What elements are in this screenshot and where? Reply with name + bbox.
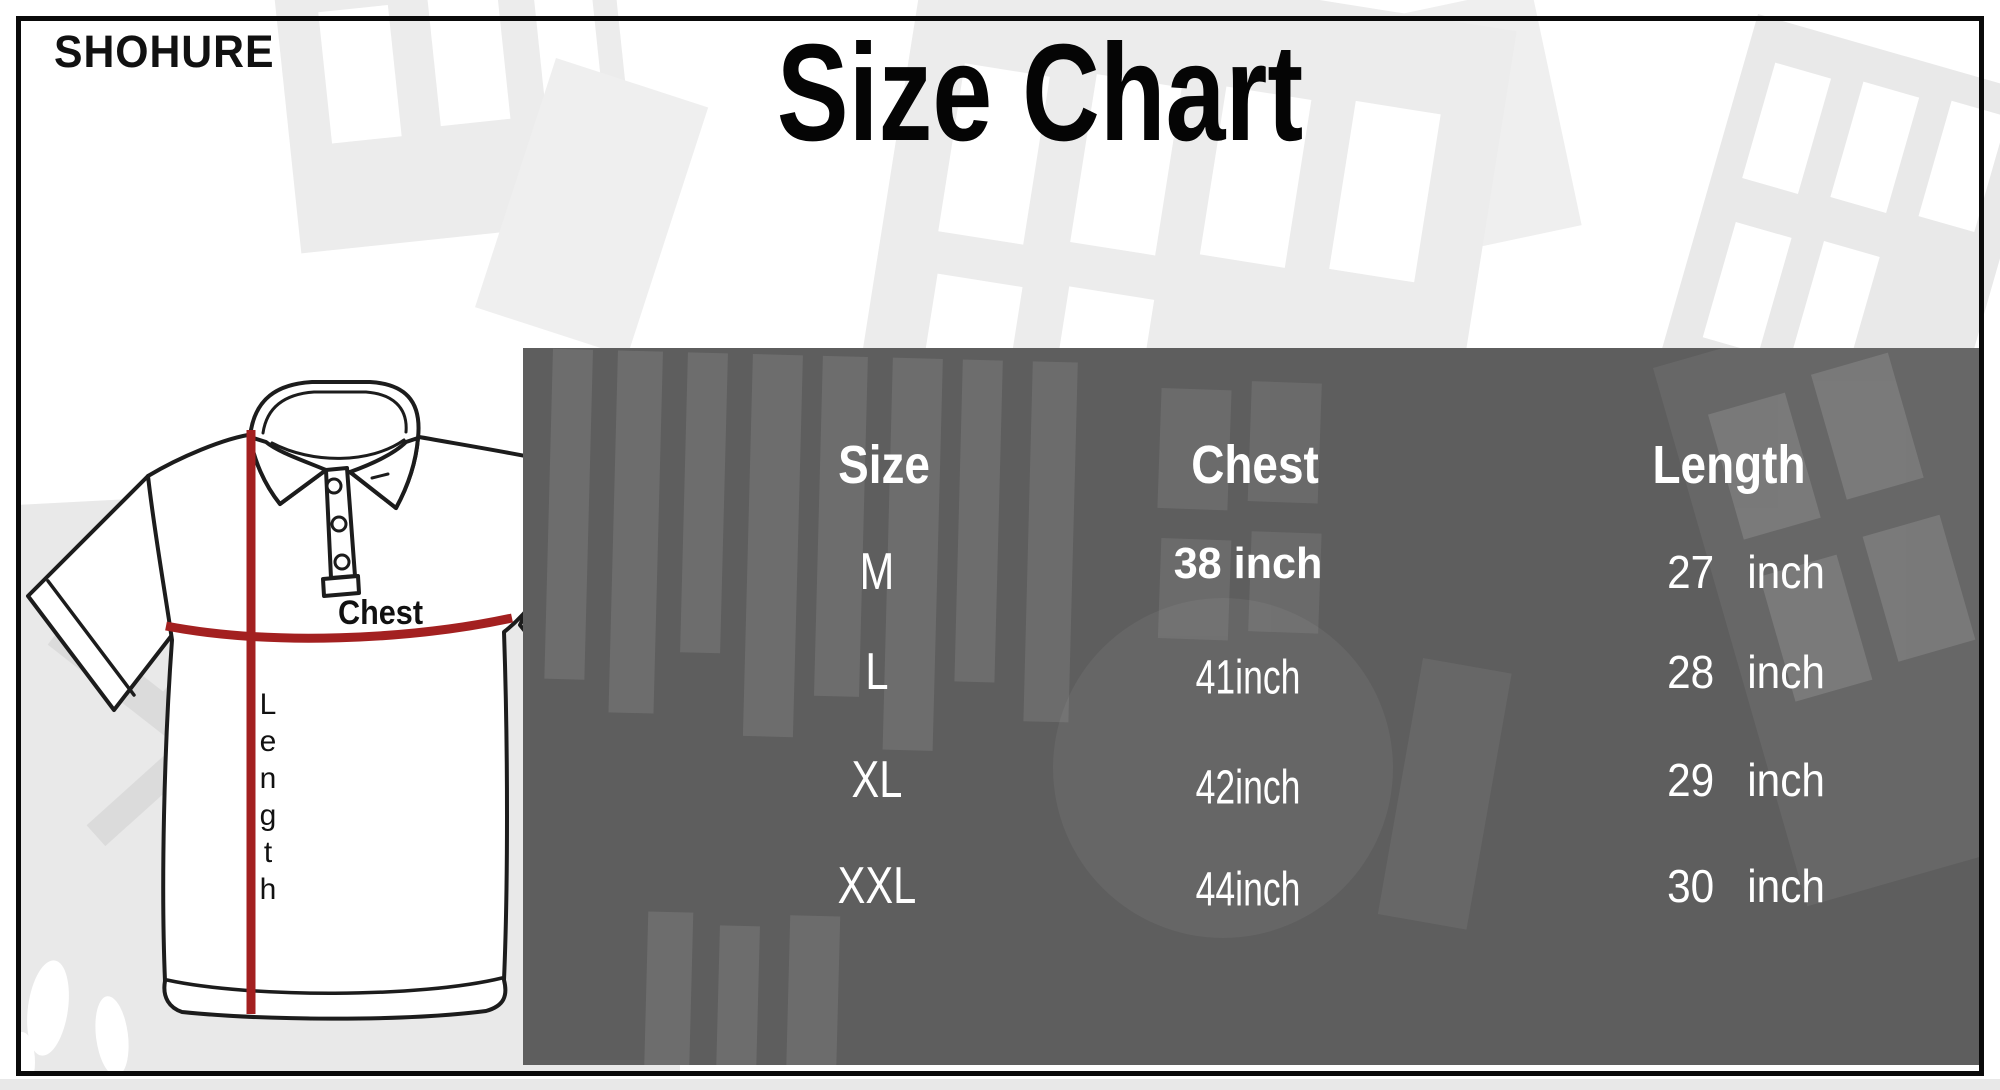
size-cell-l: L [865, 643, 889, 701]
hem-line [165, 976, 504, 996]
length-cell-m: 27 inch [1667, 545, 1825, 599]
column-header-chest: Chest [1191, 435, 1320, 495]
length-letter: t [263, 836, 273, 869]
chest-cell-m: 38 inch [1173, 539, 1323, 588]
length-cell-xl: 29 inch [1667, 753, 1825, 807]
placket-tab [321, 574, 361, 598]
column-header-length: Length [1652, 435, 1806, 495]
button-3 [333, 553, 351, 571]
length-value: 27 [1667, 546, 1715, 598]
length-letter: g [259, 799, 277, 832]
length-cell-xxl: 30 inch [1667, 859, 1825, 913]
chest-measure-label: Chest [338, 594, 424, 632]
chest-measure-line [165, 613, 513, 643]
length-measure-label: L e n g t h [250, 686, 286, 908]
length-letter: L [259, 688, 277, 721]
length-letter: n [259, 762, 277, 795]
size-table: Size Chest Length M 38 inch 27 inch L 41i… [523, 348, 1979, 1065]
collar-right-flap [348, 436, 420, 510]
length-value: 29 [1667, 754, 1715, 806]
panel-background-pattern [544, 348, 1979, 1065]
size-cell-m: M [859, 543, 895, 601]
collar-inner-line [261, 390, 408, 435]
left-cuff-line [46, 579, 136, 697]
size-cell-xxl: XXL [837, 857, 917, 915]
neck-opening-line [270, 438, 406, 460]
button-2 [330, 515, 348, 533]
length-cell-l: 28 inch [1667, 645, 1825, 699]
length-unit: inch [1747, 546, 1825, 598]
length-letter: e [259, 725, 277, 758]
length-unit: inch [1747, 754, 1825, 806]
button-1 [325, 477, 343, 495]
size-cell-xl: XL [851, 751, 903, 809]
chest-cell-xxl: 44inch [1195, 863, 1301, 917]
brand-logo: SHOHURE [54, 26, 275, 77]
left-sleeve [26, 474, 174, 712]
length-unit: inch [1747, 646, 1825, 698]
buttonhole-dash [370, 472, 390, 480]
length-value: 28 [1667, 646, 1715, 698]
polo-shirt-illustration [26, 380, 652, 1021]
chest-cell-xl: 42inch [1195, 761, 1301, 815]
length-value: 30 [1667, 860, 1715, 912]
length-unit: inch [1747, 860, 1825, 912]
page-title: Size Chart [776, 16, 1304, 170]
column-header-size: Size [838, 435, 931, 495]
chest-cell-l: 41inch [1195, 651, 1301, 705]
length-letter: h [259, 873, 277, 906]
